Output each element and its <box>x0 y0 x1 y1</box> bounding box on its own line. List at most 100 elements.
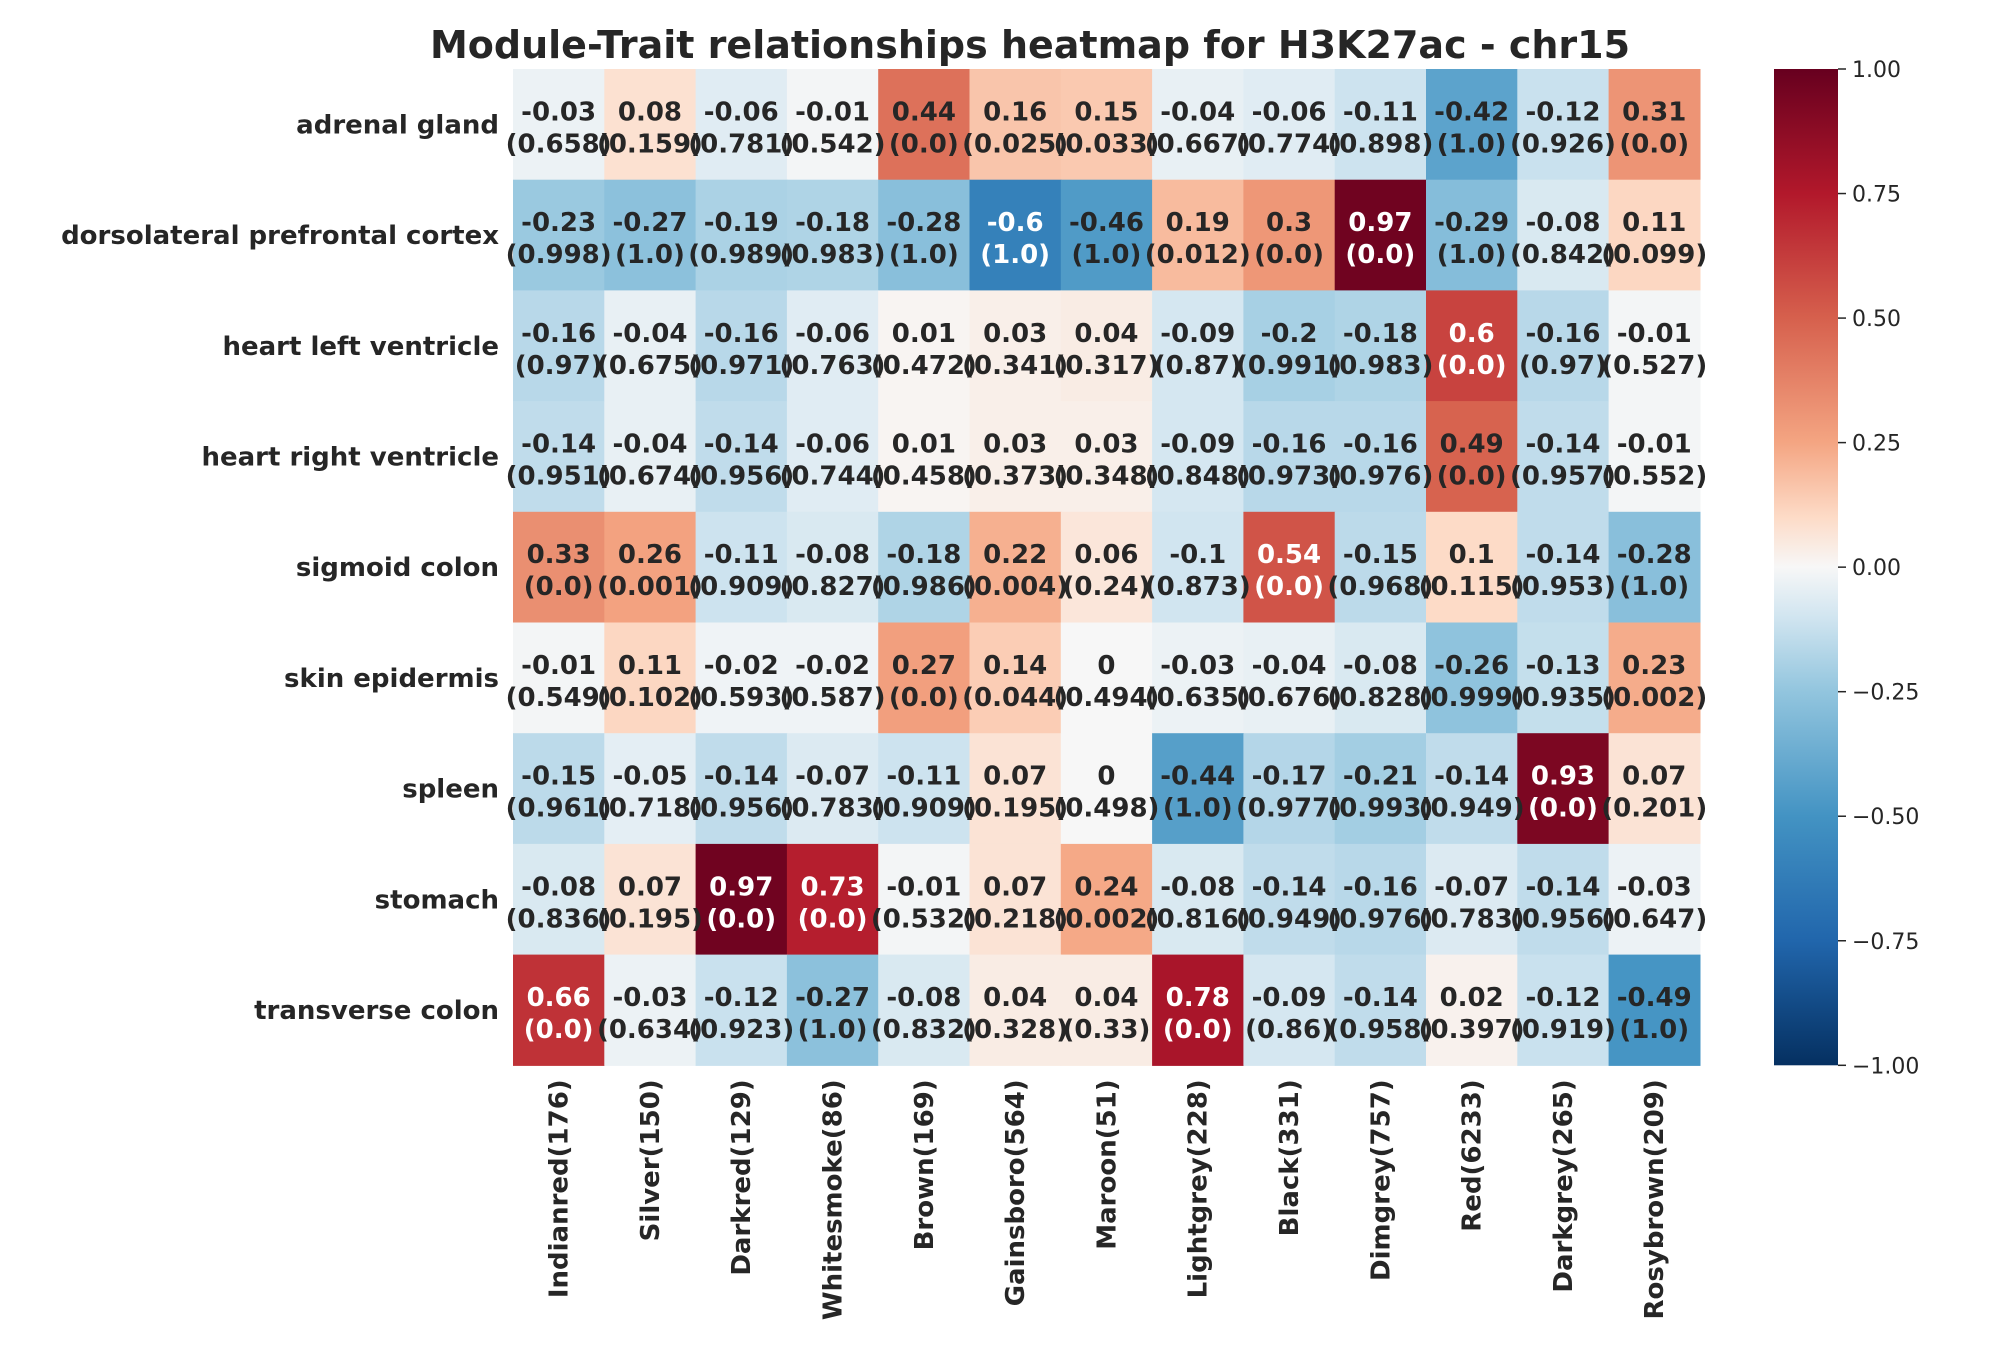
heatmap-cell <box>695 954 788 1066</box>
cell-value-label: -0.12 <box>1525 97 1600 127</box>
heatmap-cell <box>1243 511 1336 624</box>
cell-pvalue-label: (0.949) <box>1236 904 1342 934</box>
cell-value-label: 0.33 <box>527 540 591 570</box>
cell-value-label: -0.21 <box>1343 762 1418 792</box>
cell-value-label: -0.42 <box>1434 97 1509 127</box>
cell-value-label: 0.04 <box>983 983 1047 1013</box>
row-tick-label: heart right ventricle <box>201 442 499 472</box>
cell-pvalue-label: (0.0) <box>524 1015 594 1045</box>
heatmap-cell <box>1060 622 1153 734</box>
heatmap-cell <box>1608 290 1701 402</box>
row-tick-label: dorsolateral prefrontal cortex <box>61 221 499 251</box>
heatmap-cell <box>786 622 879 734</box>
cell-value-label: -0.14 <box>1343 983 1418 1013</box>
heatmap-cell <box>1243 401 1336 513</box>
colorbar-tick-label: 0.50 <box>1852 307 1901 332</box>
cell-value-label: 0.93 <box>1531 762 1595 792</box>
cell-pvalue-label: (0.0) <box>1437 461 1507 491</box>
cell-pvalue-label: (0.0) <box>1254 240 1324 270</box>
cell-pvalue-label: (0.025) <box>962 129 1068 159</box>
heatmap-cell <box>1517 511 1610 624</box>
heatmap-cell <box>1060 954 1153 1066</box>
heatmap-cell <box>786 954 879 1066</box>
cell-value-label: -0.02 <box>795 651 870 681</box>
cell-value-label: -0.23 <box>521 208 596 238</box>
cell-value-label: 0.26 <box>618 540 682 570</box>
cell-value-label: -0.05 <box>612 762 687 792</box>
heatmap-cell <box>1426 733 1518 845</box>
column-labels: Indianred(176) Silver(150) Darkred(129) Whi… <box>545 1079 1671 1320</box>
column-tick-label: Silver(150) <box>636 1079 666 1241</box>
cell-pvalue-label: (0.647) <box>1601 904 1707 934</box>
column-tick-label: Red(6233) <box>1458 1079 1488 1231</box>
heatmap-cell <box>1517 401 1610 513</box>
cell-pvalue-label: (0.0) <box>1163 1015 1233 1045</box>
cell-pvalue-label: (0.498) <box>1053 794 1159 824</box>
cell-value-label: -0.14 <box>1525 429 1600 459</box>
cell-pvalue-label: (0.102) <box>597 683 703 713</box>
cell-pvalue-label: (0.87) <box>1154 351 1242 381</box>
cell-value-label: -0.14 <box>704 429 779 459</box>
cell-value-label: -0.06 <box>1252 97 1327 127</box>
heatmap-cell <box>1426 69 1518 181</box>
heatmap-cell <box>969 69 1062 181</box>
cell-value-label: -0.12 <box>1525 983 1600 1013</box>
cell-value-label: 0.27 <box>892 651 956 681</box>
heatmap-cell <box>878 290 971 402</box>
heatmap-cell <box>604 511 697 624</box>
cell-pvalue-label: (0.0) <box>889 129 959 159</box>
heatmap-cell <box>604 954 697 1066</box>
heatmap-cell <box>1152 733 1244 845</box>
heatmap-cell <box>969 622 1062 734</box>
heatmap-cell <box>786 511 879 624</box>
heatmap-cell <box>969 511 1062 624</box>
heatmap-cell <box>786 843 879 956</box>
heatmap-cell <box>1517 843 1610 956</box>
heatmap-cell <box>1152 290 1244 402</box>
cell-value-label: 0.97 <box>709 872 773 902</box>
row-tick-label: spleen <box>402 775 499 805</box>
cell-value-label: -0.14 <box>1525 872 1600 902</box>
cell-pvalue-label: (0.935) <box>1510 683 1616 713</box>
heatmap-cell <box>1060 733 1153 845</box>
heatmap-cell <box>1517 290 1610 402</box>
heatmap-cell <box>513 511 605 624</box>
cell-value-label: -0.06 <box>795 429 870 459</box>
colorbar-tick-label: 0.75 <box>1852 183 1901 208</box>
cell-value-label: -0.16 <box>704 319 779 349</box>
row-tick-label: sigmoid colon <box>296 553 499 583</box>
cell-value-label: -0.07 <box>795 762 870 792</box>
heatmap-cell <box>513 179 605 291</box>
cell-pvalue-label: (1.0) <box>1437 129 1507 159</box>
heatmap-cell <box>1060 511 1153 624</box>
cell-pvalue-label: (0.998) <box>506 240 612 270</box>
heatmap-cell <box>786 733 879 845</box>
cell-pvalue-label: (0.909) <box>871 794 977 824</box>
cell-value-label: -0.27 <box>612 208 687 238</box>
cell-value-label: 0.78 <box>1166 983 1230 1013</box>
heatmap-cell <box>1426 511 1518 624</box>
cell-value-label: -0.09 <box>1160 319 1235 349</box>
cell-pvalue-label: (0.317) <box>1053 351 1159 381</box>
cell-pvalue-label: (0.976) <box>1327 904 1433 934</box>
row-tick-label: stomach <box>375 885 499 915</box>
cell-pvalue-label: (0.744) <box>780 461 886 491</box>
heatmap-cell <box>1152 954 1244 1066</box>
heatmap-cell <box>604 843 697 956</box>
cell-pvalue-label: (0.0) <box>706 904 776 934</box>
cell-pvalue-label: (0.956) <box>688 794 794 824</box>
cell-pvalue-label: (0.991) <box>1236 351 1342 381</box>
cell-pvalue-label: (1.0) <box>889 240 959 270</box>
cell-value-label: -0.12 <box>704 983 779 1013</box>
heatmap-cell <box>878 843 971 956</box>
colorbar-gradient <box>1774 69 1838 1066</box>
row-tick-label: skin epidermis <box>284 664 499 694</box>
cell-pvalue-label: (0.195) <box>962 794 1068 824</box>
heatmap-cell <box>695 622 788 734</box>
cell-pvalue-label: (0.676) <box>1236 683 1342 713</box>
cell-value-label: -0.06 <box>795 319 870 349</box>
cell-pvalue-label: (0.0) <box>524 572 594 602</box>
heatmap-cell <box>878 401 971 513</box>
cell-value-label: -0.11 <box>886 762 961 792</box>
cell-pvalue-label: (0.033) <box>1053 129 1159 159</box>
